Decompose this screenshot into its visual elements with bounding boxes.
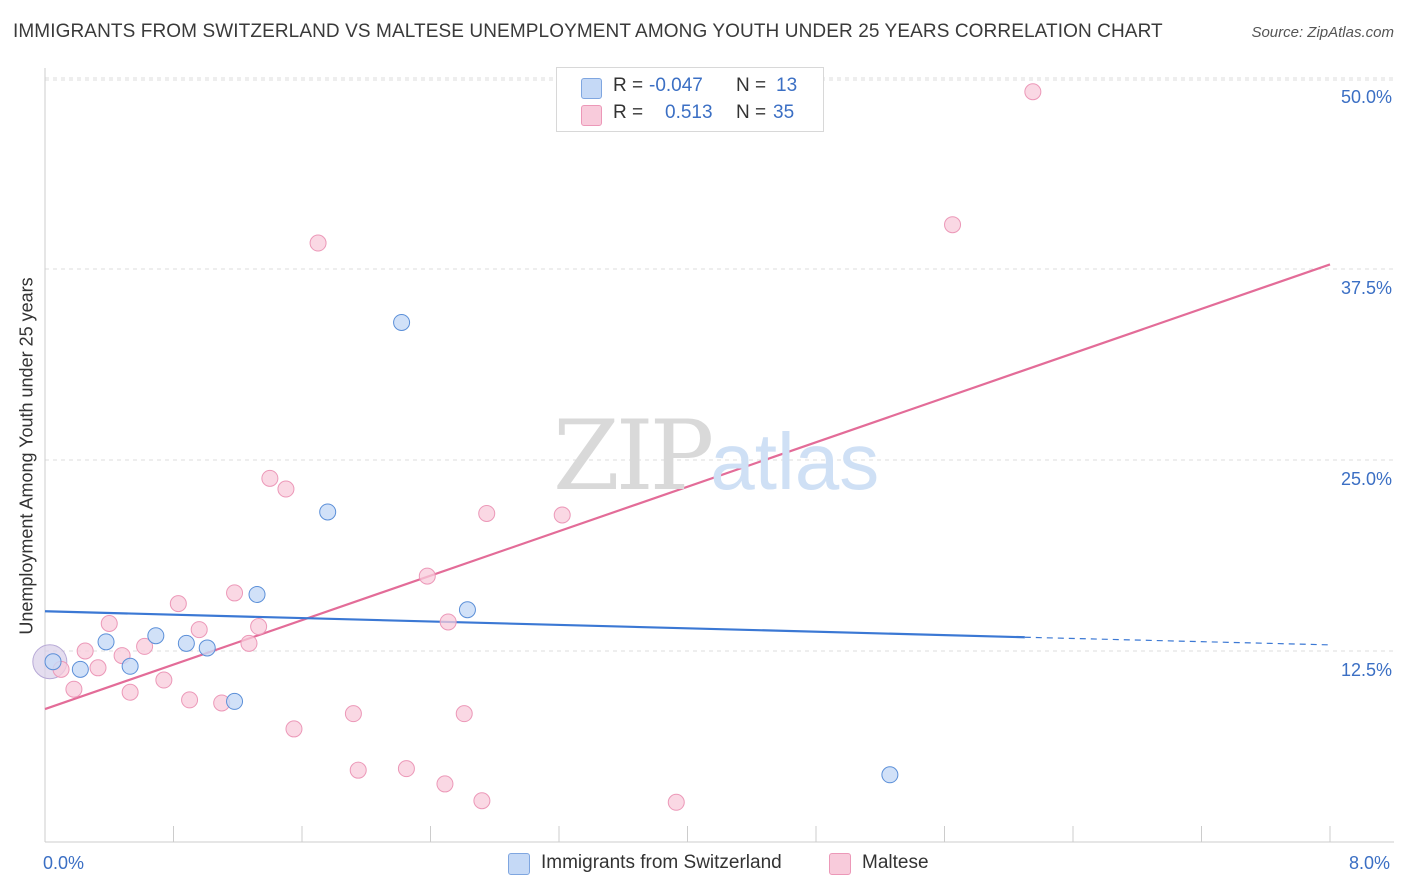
maltese-point xyxy=(473,792,491,810)
maltese-point xyxy=(250,618,268,636)
legend-r-label: R = xyxy=(613,75,644,96)
maltese-point xyxy=(436,775,454,793)
maltese-point xyxy=(100,614,118,632)
watermark-zip: ZIP xyxy=(553,400,714,512)
switzerland-point xyxy=(319,503,337,521)
switzerland-point xyxy=(177,634,195,652)
y-tick-label: 25.0% xyxy=(1340,469,1392,489)
source-credit: Source: ZipAtlas.com xyxy=(1251,24,1394,41)
maltese-point xyxy=(181,691,199,709)
maltese-point xyxy=(478,504,496,522)
legend-n-label: N = xyxy=(736,102,767,123)
maltese-point xyxy=(309,234,327,252)
chart-title: IMMIGRANTS FROM SWITZERLAND VS MALTESE U… xyxy=(13,21,1163,42)
switzerland-point xyxy=(458,601,476,619)
legend-r-label: R = xyxy=(613,102,644,123)
maltese-point xyxy=(76,642,94,660)
switzerland-point xyxy=(121,657,139,675)
switzerland-trend-line xyxy=(44,610,1025,639)
switzerland-point xyxy=(881,766,899,784)
y-tick-label: 50.0% xyxy=(1340,87,1392,107)
switzerland-point xyxy=(71,660,89,678)
legend-label: Immigrants from Switzerland xyxy=(541,852,782,873)
maltese-point xyxy=(397,760,415,778)
switzerland-point xyxy=(226,692,244,710)
legend-swatch-blue xyxy=(508,853,530,875)
switzerland-trend-extension xyxy=(1024,636,1331,646)
maltese-point xyxy=(240,634,258,652)
switzerland-point xyxy=(248,585,266,603)
maltese-point xyxy=(344,705,362,723)
data-points xyxy=(32,83,1042,811)
legend-r-value: 0.513 xyxy=(665,102,713,123)
gridlines xyxy=(45,77,1394,652)
legend-n-value: 13 xyxy=(776,75,798,96)
switzerland-point xyxy=(147,627,165,645)
maltese-point xyxy=(1024,83,1042,101)
maltese-point xyxy=(169,595,187,613)
maltese-point xyxy=(455,705,473,723)
maltese-point xyxy=(349,761,367,779)
watermark: ZIPatlas xyxy=(553,400,879,512)
legend-n-value: 35 xyxy=(773,102,795,123)
legend-swatch-pink xyxy=(829,853,851,875)
switzerland-point xyxy=(198,639,216,657)
maltese-point xyxy=(155,671,173,689)
legend-swatch-blue xyxy=(581,78,602,99)
maltese-point xyxy=(285,720,303,738)
legend-r-value: -0.047 xyxy=(649,75,703,96)
x-tick-label: 8.0% xyxy=(1349,853,1391,873)
maltese-point xyxy=(553,506,571,524)
switzerland-point xyxy=(393,313,411,331)
maltese-point xyxy=(89,659,107,677)
maltese-point xyxy=(190,621,208,639)
correlation-legend: R = -0.047 N = 13 R = 0.513 N = 35 xyxy=(556,67,824,132)
maltese-point xyxy=(439,613,457,631)
y-tick-label: 12.5% xyxy=(1340,660,1392,680)
maltese-point xyxy=(226,584,244,602)
y-axis-label: Unemployment Among Youth under 25 years xyxy=(16,277,37,635)
legend-label: Maltese xyxy=(862,852,929,873)
switzerland-point xyxy=(44,653,62,671)
axes xyxy=(44,68,1394,843)
maltese-point xyxy=(944,216,962,234)
legend-swatch-pink xyxy=(581,105,602,126)
maltese-point xyxy=(136,637,154,655)
y-tick-label: 37.5% xyxy=(1340,278,1392,298)
maltese-point xyxy=(277,480,295,498)
maltese-point xyxy=(667,793,685,811)
maltese-point xyxy=(261,469,279,487)
maltese-point xyxy=(418,567,436,585)
maltese-point xyxy=(121,683,139,701)
switzerland-point xyxy=(97,633,115,651)
x-tick-label: 0.0% xyxy=(43,853,85,873)
legend-n-label: N = xyxy=(736,75,767,96)
watermark-atlas: atlas xyxy=(710,417,880,506)
maltese-point xyxy=(65,680,83,698)
